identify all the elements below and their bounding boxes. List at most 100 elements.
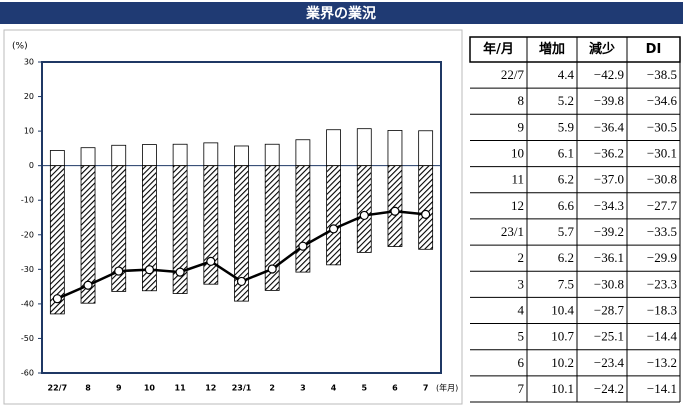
- table-cell: −39.8: [594, 93, 624, 108]
- x-tick-label: 9: [116, 384, 122, 393]
- page-title: 業界の業況: [305, 5, 376, 22]
- y-tick-label: -60: [21, 369, 34, 378]
- line-point: [328, 224, 339, 234]
- table-cell: −14.1: [647, 381, 677, 396]
- table-cell: −13.2: [647, 355, 677, 370]
- bar: [49, 150, 65, 167]
- bar: [264, 165, 280, 291]
- bar: [142, 144, 157, 167]
- bar: [111, 144, 127, 167]
- table-cell: 10.1: [551, 381, 574, 396]
- bar: [264, 143, 280, 167]
- bar: [387, 130, 403, 167]
- bar: [326, 129, 341, 167]
- table-cell: −23.4: [594, 355, 625, 370]
- x-tick-label: 2: [269, 384, 275, 393]
- bar: [234, 165, 249, 302]
- table-cell: −14.4: [647, 329, 678, 344]
- bar: [172, 143, 188, 167]
- y-tick-label: 0: [29, 161, 34, 170]
- table-cell: −27.7: [647, 198, 678, 213]
- table-cell: 9: [518, 119, 525, 134]
- table-cell: 10.4: [551, 302, 574, 317]
- x-tick-label: 22/7: [48, 384, 68, 393]
- table-cell: −36.4: [594, 119, 625, 134]
- bar: [356, 128, 372, 167]
- table-cell: 23/1: [501, 224, 524, 239]
- y-tick-label: 20: [24, 92, 34, 101]
- bar: [295, 165, 311, 273]
- column-header: 増加: [539, 41, 565, 57]
- bar: [295, 139, 311, 167]
- table-cell: −30.8: [647, 172, 677, 187]
- bar: [172, 165, 188, 294]
- table-cell: 2: [518, 250, 525, 265]
- table-cell: −30.8: [594, 276, 624, 291]
- line-point: [421, 209, 431, 219]
- plot-frame: [41, 61, 442, 374]
- table-cell: 10.2: [551, 355, 574, 370]
- table-cell: −33.5: [647, 224, 677, 239]
- y-tick-label: -50: [21, 334, 34, 343]
- table-cell: 7: [518, 381, 525, 396]
- x-tick-label: 12: [205, 384, 216, 393]
- table-cell: 6.6: [558, 198, 575, 213]
- table-cell: −39.2: [594, 224, 624, 239]
- line-point: [206, 256, 216, 266]
- bar: [203, 142, 219, 167]
- bar: [387, 165, 403, 247]
- table-cell: 10.7: [551, 329, 574, 344]
- x-tick-label: 10: [144, 384, 156, 393]
- table-cell: −23.3: [647, 276, 677, 291]
- table-cell: −36.1: [594, 250, 624, 265]
- table-cell: −34.3: [594, 198, 624, 213]
- table-cell: −34.6: [647, 93, 678, 108]
- table-cell: 8: [518, 93, 525, 108]
- line-point: [359, 210, 369, 221]
- bar: [418, 130, 434, 167]
- table-cell: −37.0: [594, 172, 624, 187]
- table-cell: −36.2: [594, 146, 624, 161]
- bar: [142, 165, 157, 292]
- x-tick-label: 6: [392, 384, 398, 393]
- y-tick-label: 30: [24, 58, 34, 67]
- line-point: [390, 206, 400, 216]
- table-cell: 22/7: [501, 67, 525, 82]
- y-tick-label: -30: [21, 265, 34, 274]
- x-tick-label: 7: [423, 384, 429, 393]
- bar: [203, 165, 219, 285]
- chart-frame: [3, 29, 463, 405]
- line-point: [236, 276, 247, 287]
- line-point: [114, 266, 124, 276]
- table-cell: −18.3: [647, 302, 677, 317]
- line-point: [175, 267, 185, 277]
- table-cell: 7.5: [558, 276, 574, 291]
- column-header: 減少: [589, 41, 615, 57]
- table-cell: −29.9: [647, 250, 677, 265]
- y-tick-label: 10: [24, 127, 34, 136]
- bar: [356, 165, 372, 253]
- table-cell: 5: [518, 329, 525, 344]
- table-cell: 11: [511, 172, 524, 187]
- bar: [80, 147, 96, 167]
- table-cell: −24.2: [594, 381, 624, 396]
- table-cell: 3: [518, 276, 525, 291]
- table-cell: −42.9: [594, 67, 624, 82]
- x-tick-label: 23/1: [232, 384, 252, 393]
- table-cell: 6.2: [558, 250, 574, 265]
- table-cell: 5.2: [558, 93, 574, 108]
- bar: [49, 165, 65, 315]
- column-header: 年/月: [483, 41, 514, 57]
- table-cell: −28.7: [594, 302, 625, 317]
- y-tick-label: -40: [21, 299, 34, 308]
- line-point: [298, 241, 308, 251]
- table-cell: 5.7: [558, 224, 575, 239]
- table-cell: −30.1: [647, 146, 677, 161]
- table-cell: 10: [511, 146, 524, 161]
- bar: [234, 145, 249, 167]
- x-axis-label: (年月): [436, 383, 458, 393]
- table-cell: −30.5: [647, 119, 677, 134]
- table-cell: 6.2: [558, 172, 574, 187]
- line-point: [267, 264, 277, 274]
